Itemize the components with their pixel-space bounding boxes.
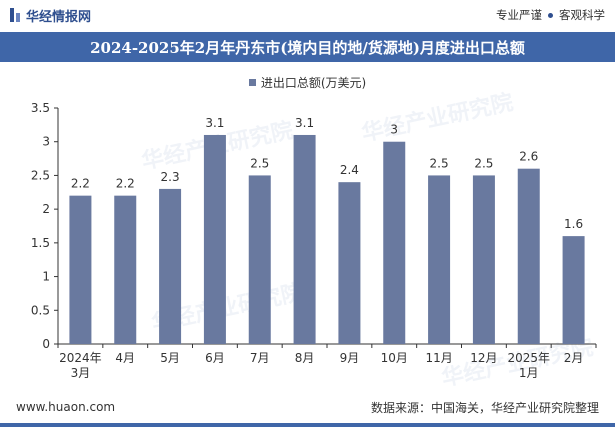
bar bbox=[203, 134, 226, 344]
data-label: 2.3 bbox=[161, 170, 180, 184]
legend-label: 进出口总额(万美元) bbox=[260, 75, 367, 90]
data-label: 3 bbox=[390, 123, 398, 137]
x-tick-label: 9月 bbox=[340, 351, 360, 365]
data-label: 2.5 bbox=[250, 156, 269, 170]
data-label: 2.2 bbox=[71, 177, 90, 191]
bar bbox=[472, 175, 495, 344]
data-label: 2.5 bbox=[430, 156, 449, 170]
tagline-right: 客观科学 bbox=[559, 8, 605, 22]
brand-logo-icon bbox=[10, 8, 20, 22]
brand-name: 华经情报网 bbox=[26, 9, 92, 25]
bar bbox=[517, 168, 540, 344]
bar bbox=[383, 141, 406, 344]
bar bbox=[159, 188, 182, 344]
bar bbox=[562, 236, 585, 344]
bar bbox=[338, 182, 361, 344]
data-label: 3.1 bbox=[205, 116, 224, 130]
bottom-border bbox=[0, 423, 615, 427]
y-tick-label: 2 bbox=[42, 202, 50, 216]
x-tick-label: 12月 bbox=[470, 351, 497, 365]
y-tick-label: 1.5 bbox=[31, 236, 50, 250]
y-tick-label: 0.5 bbox=[31, 303, 50, 317]
y-tick-label: 0 bbox=[42, 337, 50, 351]
y-tick-label: 2.5 bbox=[31, 168, 50, 182]
x-tick-label: 2025年 1月 bbox=[507, 351, 550, 380]
data-label: 2.2 bbox=[116, 177, 135, 191]
tagline: 专业严谨 客观科学 bbox=[496, 7, 605, 23]
data-label: 1.6 bbox=[564, 217, 583, 231]
footer: www.huaon.com 数据来源：中国海关，华经产业研究院整理 bbox=[0, 392, 615, 422]
bar bbox=[69, 195, 92, 344]
data-label: 2.5 bbox=[474, 156, 493, 170]
legend[interactable]: 进出口总额(万美元) bbox=[0, 70, 615, 94]
brand[interactable]: 华经情报网 bbox=[10, 6, 91, 25]
legend-swatch bbox=[248, 78, 256, 86]
top-bar: 华经情报网 专业严谨 客观科学 bbox=[0, 0, 615, 30]
tagline-left: 专业严谨 bbox=[496, 8, 542, 22]
x-tick-label: 5月 bbox=[160, 351, 180, 365]
data-label: 3.1 bbox=[295, 116, 314, 130]
bar bbox=[248, 175, 271, 344]
y-tick-label: 1 bbox=[42, 270, 50, 284]
footer-source: 数据来源：中国海关，华经产业研究院整理 bbox=[370, 400, 599, 415]
x-tick-label: 2024年 3月 bbox=[59, 351, 102, 380]
x-tick-label: 8月 bbox=[295, 351, 315, 365]
x-tick-label: 6月 bbox=[205, 351, 225, 365]
bar bbox=[114, 195, 137, 344]
data-label: 2.6 bbox=[519, 150, 538, 164]
chart-title: 2024-2025年2月年丹东市(境内目的地/货源地)月度进出口总额 bbox=[0, 32, 615, 62]
footer-url[interactable]: www.huaon.com bbox=[16, 400, 116, 414]
x-tick-label: 11月 bbox=[425, 351, 452, 365]
y-tick-label: 3.5 bbox=[31, 101, 50, 115]
x-tick-label: 2月 bbox=[564, 351, 584, 365]
bar bbox=[428, 175, 451, 344]
x-tick-label: 7月 bbox=[250, 351, 270, 365]
bar bbox=[293, 134, 316, 344]
bullet-icon bbox=[548, 12, 553, 18]
bar-chart: 0 0.5 1 1.5 2 2.5 3 3.5 2.2 2024年 3月 2.2 4月 2.3 5月 3.1 6… bbox=[31, 101, 597, 380]
data-label: 2.4 bbox=[340, 163, 359, 177]
y-tick-label: 3 bbox=[42, 135, 50, 149]
x-tick-label: 10月 bbox=[381, 351, 408, 365]
x-tick-label: 4月 bbox=[115, 351, 135, 365]
